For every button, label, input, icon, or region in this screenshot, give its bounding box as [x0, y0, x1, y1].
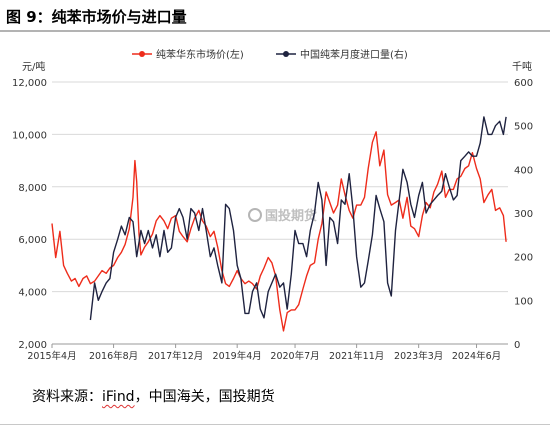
left-tick-label: 2,000 — [18, 340, 47, 351]
watermark-text: 国投期货 — [265, 208, 317, 224]
legend-marker-import — [283, 51, 289, 57]
left-tick-label: 10,000 — [12, 130, 47, 141]
bottom-divider — [0, 424, 550, 425]
legend-label-import: 中国纯苯月度进口量(右) — [300, 48, 408, 61]
x-tick-label: 2017年12月 — [148, 350, 203, 362]
figure-title: 图 9：纯苯市场价与进口量 — [6, 8, 187, 26]
legend-marker-price — [139, 51, 145, 57]
source-note: 资料来源：iFind，中国海关，国投期货 — [32, 386, 275, 406]
x-tick-label: 2023年3月 — [394, 350, 443, 362]
title-divider — [0, 30, 550, 32]
chart-container: 2,000 4,000 6,000 8,000 10,000 12,000 0 100 200 3… — [0, 34, 550, 374]
source-ifind: iFind — [102, 389, 135, 405]
right-tick-label: 0 — [514, 340, 520, 351]
left-tick-label: 8,000 — [18, 183, 47, 194]
right-axis-unit: 千吨 — [512, 60, 532, 73]
x-tick-label: 2020年7月 — [270, 350, 319, 362]
x-tick-label: 2019年4月 — [213, 350, 262, 362]
left-tick-label: 6,000 — [18, 235, 47, 246]
x-tick-label: 2016年8月 — [89, 350, 138, 362]
right-tick-label: 400 — [514, 165, 533, 176]
source-prefix: 资料来源： — [32, 389, 102, 405]
x-tick-label: 2021年11月 — [329, 350, 384, 362]
right-tick-label: 100 — [514, 296, 533, 307]
dual-axis-line-chart: 2,000 4,000 6,000 8,000 10,000 12,000 0 100 200 3… — [12, 48, 533, 362]
right-tick-label: 500 — [514, 122, 533, 133]
right-tick-label: 600 — [514, 78, 533, 89]
x-tick-label: 2015年4月 — [27, 350, 76, 362]
figure-header: 图 9：纯苯市场价与进口量 — [0, 0, 550, 30]
right-tick-label: 300 — [514, 209, 533, 220]
left-axis-unit: 元/吨 — [22, 60, 45, 73]
left-tick-label: 4,000 — [18, 288, 47, 299]
import-series-line — [89, 116, 507, 321]
watermark-logo-icon — [248, 208, 262, 222]
legend-label-price: 纯苯华东市场价(左) — [156, 48, 244, 61]
left-tick-label: 12,000 — [12, 78, 47, 89]
right-tick-label: 200 — [514, 253, 533, 264]
x-tick-label: 2024年6月 — [452, 350, 501, 362]
source-rest: ，中国海关，国投期货 — [134, 389, 275, 405]
